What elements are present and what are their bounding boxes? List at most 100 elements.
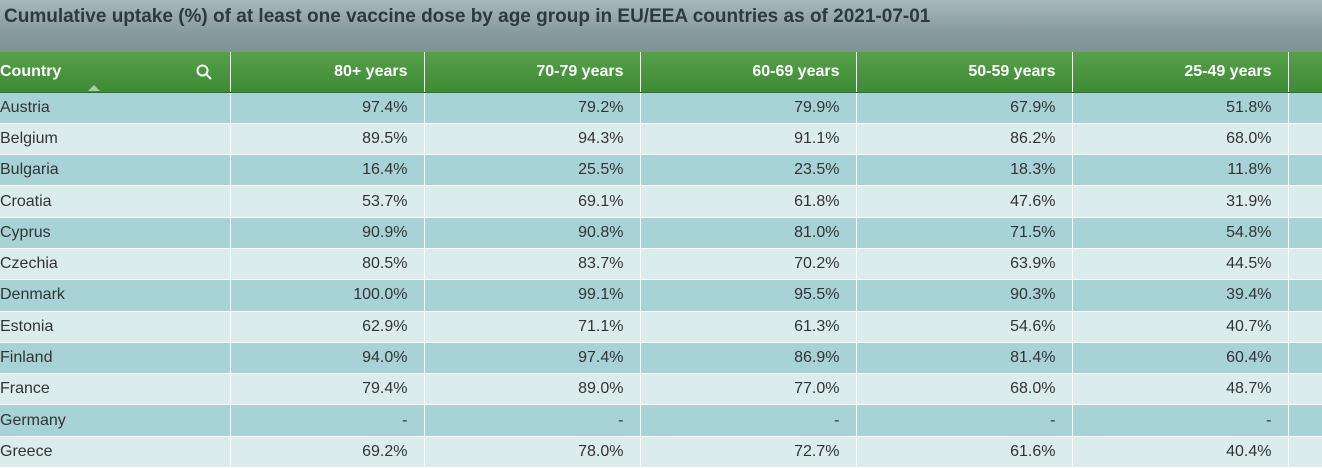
row-filler bbox=[1288, 154, 1322, 187]
table-row[interactable]: Czechia 80.5% 83.7% 70.2% 63.9% 44.5% bbox=[0, 248, 1322, 281]
uptake-cell: 54.6% bbox=[856, 311, 1073, 343]
uptake-cell: 81.4% bbox=[856, 342, 1073, 375]
uptake-cell: 91.1% bbox=[640, 123, 857, 156]
row-filler bbox=[1288, 279, 1322, 312]
column-header-50-59[interactable]: 50-59 years bbox=[856, 52, 1073, 93]
uptake-cell: - bbox=[424, 404, 641, 437]
country-cell: Finland bbox=[0, 342, 231, 375]
uptake-cell: 86.9% bbox=[640, 342, 857, 375]
row-filler bbox=[1288, 123, 1322, 156]
row-filler bbox=[1288, 436, 1322, 468]
sort-ascending-icon bbox=[88, 85, 100, 91]
uptake-cell: 69.1% bbox=[424, 185, 641, 218]
uptake-cell: 97.4% bbox=[230, 92, 425, 124]
table-row[interactable]: Bulgaria 16.4% 25.5% 23.5% 18.3% 11.8% bbox=[0, 154, 1322, 187]
uptake-cell: 62.9% bbox=[230, 311, 425, 343]
row-filler bbox=[1288, 92, 1322, 124]
uptake-cell: - bbox=[856, 404, 1073, 437]
country-cell: Croatia bbox=[0, 185, 231, 218]
uptake-cell: 48.7% bbox=[1072, 373, 1289, 406]
table-header-row: Country 80+ years 70-79 years 60-69 year… bbox=[0, 52, 1322, 93]
uptake-cell: 90.9% bbox=[230, 217, 425, 249]
uptake-cell: 77.0% bbox=[640, 373, 857, 406]
uptake-cell: 89.5% bbox=[230, 123, 425, 156]
column-header-country[interactable]: Country bbox=[0, 52, 231, 93]
table-row[interactable]: Austria 97.4% 79.2% 79.9% 67.9% 51.8% bbox=[0, 92, 1322, 124]
country-cell: Germany bbox=[0, 404, 231, 437]
column-header-80plus[interactable]: 80+ years bbox=[230, 52, 425, 93]
uptake-cell: 68.0% bbox=[856, 373, 1073, 406]
row-filler bbox=[1288, 404, 1322, 437]
column-header-60-69[interactable]: 60-69 years bbox=[640, 52, 857, 93]
row-filler bbox=[1288, 342, 1322, 375]
table-body: Austria 97.4% 79.2% 79.9% 67.9% 51.8% Belgium 8… bbox=[0, 92, 1322, 468]
uptake-cell: 79.4% bbox=[230, 373, 425, 406]
table-row[interactable]: Greece 69.2% 78.0% 72.7% 61.6% 40.4% bbox=[0, 436, 1322, 468]
table-row[interactable]: Denmark 100.0% 99.1% 95.5% 90.3% 39.4% bbox=[0, 279, 1322, 312]
uptake-cell: 61.3% bbox=[640, 311, 857, 343]
uptake-cell: - bbox=[640, 404, 857, 437]
uptake-cell: 47.6% bbox=[856, 185, 1073, 218]
uptake-cell: 90.8% bbox=[424, 217, 641, 249]
uptake-cell: 39.4% bbox=[1072, 279, 1289, 312]
uptake-cell: 99.1% bbox=[424, 279, 641, 312]
uptake-cell: 86.2% bbox=[856, 123, 1073, 156]
table-row[interactable]: Cyprus 90.9% 90.8% 81.0% 71.5% 54.8% bbox=[0, 217, 1322, 249]
table-row[interactable]: Estonia 62.9% 71.1% 61.3% 54.6% 40.7% bbox=[0, 311, 1322, 343]
uptake-cell: 68.0% bbox=[1072, 123, 1289, 156]
page-title: Cumulative uptake (%) of at least one va… bbox=[4, 6, 931, 27]
country-cell: France bbox=[0, 373, 231, 406]
uptake-cell: 11.8% bbox=[1072, 154, 1289, 187]
uptake-cell: - bbox=[230, 404, 425, 437]
uptake-cell: 63.9% bbox=[856, 248, 1073, 281]
uptake-cell: 53.7% bbox=[230, 185, 425, 218]
uptake-cell: 94.3% bbox=[424, 123, 641, 156]
uptake-cell: 40.7% bbox=[1072, 311, 1289, 343]
column-header-overflow bbox=[1288, 52, 1322, 93]
uptake-cell: - bbox=[1072, 404, 1289, 437]
row-filler bbox=[1288, 217, 1322, 249]
uptake-cell: 16.4% bbox=[230, 154, 425, 187]
uptake-cell: 44.5% bbox=[1072, 248, 1289, 281]
country-cell: Austria bbox=[0, 92, 231, 124]
search-icon[interactable] bbox=[196, 64, 212, 80]
table-row[interactable]: Belgium 89.5% 94.3% 91.1% 86.2% 68.0% bbox=[0, 123, 1322, 156]
table-row[interactable]: France 79.4% 89.0% 77.0% 68.0% 48.7% bbox=[0, 373, 1322, 406]
uptake-cell: 97.4% bbox=[424, 342, 641, 375]
column-header-25-49[interactable]: 25-49 years bbox=[1072, 52, 1289, 93]
uptake-cell: 40.4% bbox=[1072, 436, 1289, 468]
table-row[interactable]: Finland 94.0% 97.4% 86.9% 81.4% 60.4% bbox=[0, 342, 1322, 375]
uptake-cell: 94.0% bbox=[230, 342, 425, 375]
uptake-cell: 81.0% bbox=[640, 217, 857, 249]
vaccine-uptake-table: Country 80+ years 70-79 years 60-69 year… bbox=[0, 52, 1322, 468]
country-cell: Belgium bbox=[0, 123, 231, 156]
country-cell: Czechia bbox=[0, 248, 231, 281]
column-header-70-79[interactable]: 70-79 years bbox=[424, 52, 641, 93]
uptake-cell: 51.8% bbox=[1072, 92, 1289, 124]
uptake-cell: 90.3% bbox=[856, 279, 1073, 312]
table-row[interactable]: Croatia 53.7% 69.1% 61.8% 47.6% 31.9% bbox=[0, 185, 1322, 218]
country-cell: Denmark bbox=[0, 279, 231, 312]
uptake-cell: 23.5% bbox=[640, 154, 857, 187]
uptake-cell: 95.5% bbox=[640, 279, 857, 312]
country-cell: Cyprus bbox=[0, 217, 231, 249]
uptake-cell: 79.2% bbox=[424, 92, 641, 124]
country-cell: Estonia bbox=[0, 311, 231, 343]
uptake-cell: 54.8% bbox=[1072, 217, 1289, 249]
uptake-cell: 78.0% bbox=[424, 436, 641, 468]
uptake-cell: 83.7% bbox=[424, 248, 641, 281]
uptake-cell: 80.5% bbox=[230, 248, 425, 281]
uptake-cell: 18.3% bbox=[856, 154, 1073, 187]
title-bar: Cumulative uptake (%) of at least one va… bbox=[0, 0, 1322, 52]
uptake-cell: 100.0% bbox=[230, 279, 425, 312]
uptake-cell: 79.9% bbox=[640, 92, 857, 124]
country-cell: Greece bbox=[0, 436, 231, 468]
row-filler bbox=[1288, 248, 1322, 281]
uptake-cell: 25.5% bbox=[424, 154, 641, 187]
table-row[interactable]: Germany - - - - - bbox=[0, 404, 1322, 437]
uptake-cell: 61.8% bbox=[640, 185, 857, 218]
uptake-cell: 71.5% bbox=[856, 217, 1073, 249]
country-cell: Bulgaria bbox=[0, 154, 231, 187]
uptake-cell: 60.4% bbox=[1072, 342, 1289, 375]
uptake-cell: 67.9% bbox=[856, 92, 1073, 124]
